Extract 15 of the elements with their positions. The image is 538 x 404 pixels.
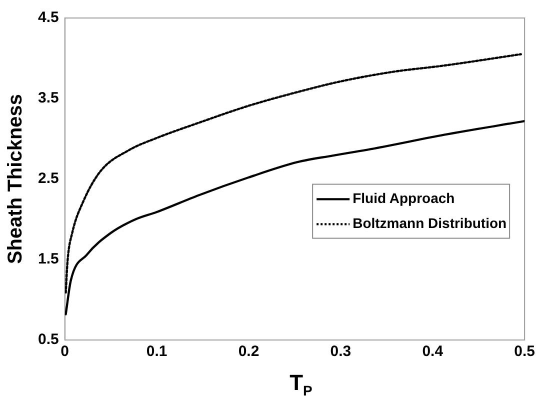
y-tick-label: 4.5 [38, 9, 59, 26]
x-tick-label: 0 [60, 343, 70, 360]
y-tick-label: 0.5 [38, 331, 59, 348]
x-tick-label: 0.5 [514, 343, 536, 360]
x-tick-label: 0.4 [422, 343, 444, 360]
y-tick-label: 1.5 [38, 250, 59, 268]
y-tick-label: 3.5 [38, 90, 59, 107]
y-tick-label: 2.5 [38, 170, 59, 188]
x-tick-label: 0.1 [146, 343, 168, 360]
legend-label: Boltzmann Distribution [352, 215, 507, 232]
x-axis-title: T$_{P}$ [288, 370, 314, 398]
x-tick-label: 0.2 [238, 343, 260, 360]
y-axis-title: Sheath Thickness [4, 94, 27, 264]
x-tick-label: 0.3 [330, 343, 352, 360]
legend-label: Fluid Approach [352, 190, 455, 206]
